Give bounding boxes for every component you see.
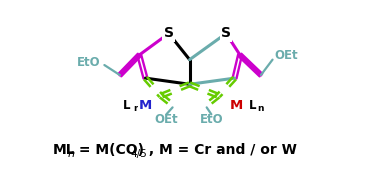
Text: M: M — [139, 99, 152, 112]
Text: , M = Cr and / or W: , M = Cr and / or W — [144, 143, 297, 157]
Text: OEt: OEt — [155, 113, 178, 126]
Text: EtO: EtO — [77, 56, 101, 69]
Text: n: n — [68, 149, 75, 159]
Text: L: L — [249, 99, 257, 112]
Text: 4/5: 4/5 — [130, 149, 147, 159]
Text: n: n — [257, 104, 263, 113]
Text: n: n — [133, 104, 139, 113]
Text: ML: ML — [53, 143, 75, 157]
Text: S: S — [164, 26, 174, 40]
Text: = M(CO): = M(CO) — [74, 143, 144, 157]
Text: EtO: EtO — [199, 113, 223, 126]
Text: L: L — [122, 99, 130, 112]
Text: M: M — [229, 99, 243, 112]
Text: OEt: OEt — [275, 49, 298, 62]
Text: S: S — [221, 26, 231, 40]
